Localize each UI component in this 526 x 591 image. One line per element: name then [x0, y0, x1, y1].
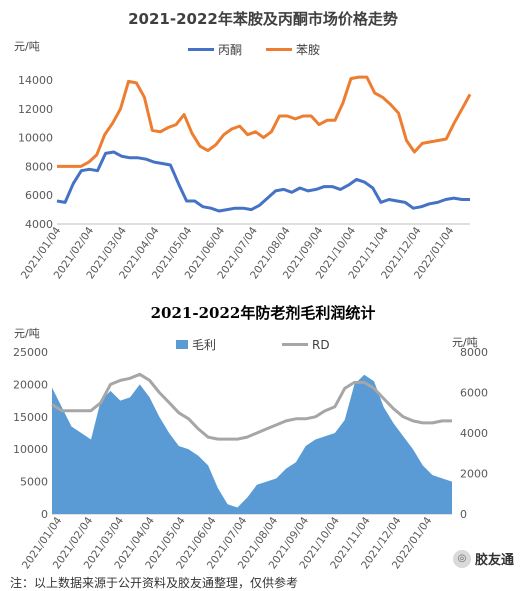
chart2-ytick-right-3: 6000: [460, 387, 488, 400]
chart2-ytick-left-5: 25000: [13, 346, 48, 359]
chart1-legend: 丙酮 苯胺: [188, 41, 320, 58]
legend-swatch-profit: [176, 340, 188, 349]
brand-logo-icon: ◎: [452, 549, 471, 568]
chart1-ytick-4: 12000: [18, 103, 53, 116]
chart2-ytick-right-2: 4000: [460, 427, 488, 440]
chart2-legend: 毛利 RD: [176, 336, 330, 353]
brand-name: 胶友通: [474, 553, 514, 568]
legend-swatch-rd: [282, 343, 309, 346]
legend-swatch-aniline: [266, 48, 293, 51]
chart1-ytick-3: 10000: [18, 132, 53, 145]
legend-swatch-acetone: [188, 48, 214, 51]
chart2-ytick-left-0: 0: [41, 508, 48, 521]
legend-label-aniline: 苯胺: [296, 43, 321, 57]
chart2-ytick-left-4: 20000: [13, 378, 48, 391]
chart2-rd-line: [51, 372, 452, 441]
chart2-ytick-left-1: 5000: [20, 476, 48, 489]
chart2-ytick-right-4: 8000: [460, 346, 488, 359]
chart2-title: 2021-2022年防老剂毛利润统计: [150, 304, 376, 322]
chart2-ytick-left-2: 10000: [13, 443, 48, 456]
brand-watermark: ◎ 胶友通: [452, 549, 514, 568]
chart1-ylabel: 元/吨: [14, 40, 40, 53]
chart1-ytick-0: 4000: [25, 218, 53, 231]
chart2-profit-area: [52, 374, 452, 514]
chart2-ytick-right-1: 2000: [460, 468, 488, 481]
chart2-y2label: 元/吨: [452, 336, 478, 349]
legend-label-profit: 毛利: [192, 338, 217, 352]
chart1-ytick-1: 6000: [25, 189, 53, 202]
chart1-series-line-0: [56, 150, 470, 213]
footnote: 注：以上数据来源于公开资料及胶友通整理，仅供参考: [10, 576, 299, 590]
chart1-ytick-5: 14000: [18, 74, 53, 87]
chart1-ytick-2: 8000: [25, 160, 53, 173]
legend-label-rd: RD: [312, 337, 330, 352]
legend-label-acetone: 丙酮: [218, 43, 243, 57]
chart2-ylabel: 元/吨: [14, 327, 40, 340]
chart2-ytick-right-0: 0: [460, 508, 467, 521]
chart1-title: 2021-2022年苯胺及丙酮市场价格走势: [128, 10, 398, 28]
chart1-series-line-1: [57, 75, 472, 168]
chart2-ytick-left-3: 15000: [13, 411, 48, 424]
